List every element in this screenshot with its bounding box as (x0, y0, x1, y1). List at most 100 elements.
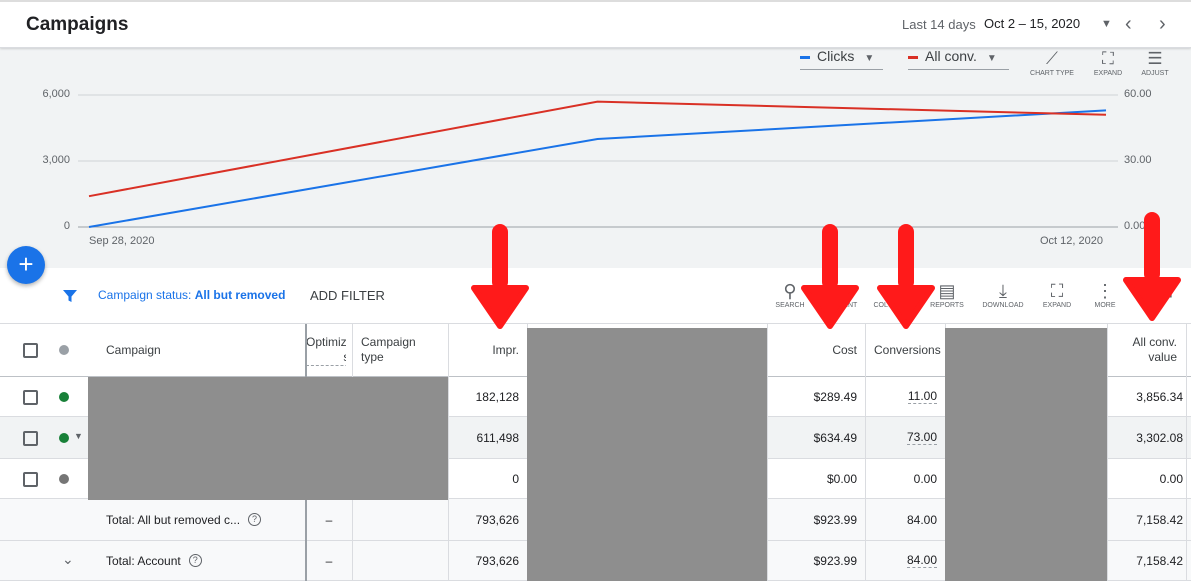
conversions-cell: 11.00 (866, 377, 945, 416)
cost-cell: $634.49 (813, 430, 857, 445)
reports-icon: ▤ (938, 281, 956, 301)
filter-label: Campaign status: (98, 288, 192, 302)
header-campaign[interactable]: Campaign (106, 342, 161, 357)
total-label-cell: Total: All but removed c...? (106, 499, 262, 540)
series-line-all-conv (88, 100, 1107, 198)
more-button[interactable]: ⋮ MORE (1080, 280, 1130, 309)
annotation-arrow-icon (801, 224, 859, 329)
download-icon: ⤓ (999, 281, 1007, 301)
clicks-swatch (800, 55, 810, 59)
expand-icon: ⛶ (1102, 49, 1114, 68)
chart-type-icon: ⟋ (1046, 49, 1058, 68)
chart-expand-label: EXPAND (1093, 70, 1123, 77)
right-tick-label: 60.00 (1124, 88, 1152, 100)
chart-adjust-label: ADJUST (1141, 70, 1169, 77)
row-checkbox[interactable] (23, 431, 38, 446)
x-tick-label: Sep 28, 2020 (89, 235, 155, 247)
header-cost[interactable]: Cost (832, 342, 857, 357)
conversions-value[interactable]: 84.00 (906, 553, 937, 568)
cost-cell: $0.00 (826, 471, 857, 486)
status-dropdown-icon[interactable]: ▼ (74, 431, 83, 441)
all-conv-swatch (908, 55, 918, 59)
all-conv-value-cell: 3,856.34 (1136, 389, 1183, 404)
chevron-down-icon: ▼ (986, 53, 997, 64)
impr-cell: 182,128 (475, 389, 519, 404)
expand-more-icon[interactable]: ⌄ (62, 551, 74, 567)
header-impr[interactable]: Impr. (492, 342, 519, 357)
date-range-value[interactable]: Oct 2 – 15, 2020 (984, 16, 1081, 31)
optimization-cell: – (325, 512, 333, 527)
help-icon[interactable]: ? (188, 554, 202, 567)
optimization-cell: – (325, 553, 333, 568)
enabled-status-icon[interactable] (59, 392, 69, 402)
total-label: Total: Account (106, 553, 181, 568)
conversions-cell: 73.00 (866, 417, 945, 458)
campaigns-table: Campaign Optimization score Campaign typ… (0, 324, 1191, 581)
filter-icon[interactable] (62, 288, 78, 304)
redacted-columns (945, 328, 1107, 581)
more-label: MORE (1094, 302, 1116, 309)
metric-selector-all-conv[interactable]: All conv. ▼ (908, 48, 1009, 70)
filter-toolbar: Campaign status: All but removed ADD FIL… (0, 268, 1191, 324)
cost-cell: $923.99 (813, 553, 857, 568)
enabled-status-icon[interactable] (59, 433, 69, 443)
conversions-value[interactable]: 73.00 (906, 430, 937, 445)
next-period-icon[interactable]: › (1159, 13, 1166, 35)
optimization-score-label: Optimization score (306, 335, 346, 366)
reports-label: REPORTS (930, 302, 964, 309)
expand-table-button[interactable]: ⛶ EXPAND (1032, 280, 1082, 309)
header-conversions[interactable]: Conversions (874, 342, 941, 357)
impr-cell: 0 (512, 471, 519, 486)
impr-cell: 611,498 (476, 430, 520, 445)
all-conv-value-cell: 3,302.08 (1136, 430, 1183, 445)
campaign-status-filter[interactable]: Campaign status: All but removed (98, 288, 285, 302)
performance-chart-area: Clicks ▼ All conv. ▼ ⟋ CHART TYPE ⛶ EXPAND… (0, 48, 1191, 268)
search-icon: ⚲ (783, 281, 797, 301)
redacted-columns (527, 328, 767, 581)
search-button[interactable]: ⚲ SEARCH (765, 280, 815, 309)
row-checkbox[interactable] (23, 472, 38, 487)
download-label: DOWNLOAD (982, 302, 1024, 309)
chart-adjust-button[interactable]: ☰ ADJUST (1129, 48, 1181, 77)
impr-cell: 793,626 (475, 512, 519, 527)
left-tick-label: 0 (63, 220, 70, 232)
header-optimization-score[interactable]: Optimization score (306, 324, 346, 376)
more-vert-icon: ⋮ (1096, 281, 1114, 301)
column-divider (448, 324, 449, 581)
header-campaign-type[interactable]: Campaign type (361, 335, 416, 364)
download-button[interactable]: ⤓ DOWNLOAD (978, 280, 1028, 309)
column-divider (865, 324, 866, 581)
metric1-label: Clicks (817, 48, 855, 64)
status-header-icon (59, 345, 69, 355)
row-checkbox[interactable] (23, 390, 38, 405)
select-all-checkbox[interactable] (23, 343, 38, 358)
reports-button[interactable]: ▤ REPORTS (922, 280, 972, 309)
chevron-down-icon: ▼ (864, 53, 875, 64)
header-all-conv-value[interactable]: All conv. value (1132, 335, 1177, 364)
column-divider (1107, 324, 1108, 581)
help-icon[interactable]: ? (248, 513, 262, 526)
conversions-value[interactable]: 11.00 (907, 389, 937, 404)
annotation-arrow-icon (877, 224, 935, 329)
conversions-cell: 84.00 (866, 541, 945, 580)
add-campaign-button[interactable]: + (7, 246, 45, 284)
chart-type-button[interactable]: ⟋ CHART TYPE (1026, 48, 1078, 77)
redacted-campaign-names (88, 377, 448, 500)
total-label-cell: Total: Account? (106, 541, 202, 580)
conversions-cell: 0.00 (913, 471, 937, 486)
date-range-label: Last 14 days (902, 17, 976, 32)
metric-selector-clicks[interactable]: Clicks ▼ (800, 48, 883, 70)
column-divider (1186, 324, 1187, 581)
filter-value: All but removed (194, 288, 286, 302)
chart-expand-button[interactable]: ⛶ EXPAND (1082, 48, 1134, 77)
add-filter-button[interactable]: ADD FILTER (310, 288, 385, 303)
date-dropdown-icon[interactable]: ▼ (1101, 18, 1112, 30)
paused-status-icon[interactable] (59, 474, 69, 484)
right-tick-label: 0.00 (1124, 220, 1146, 232)
top-bar: Campaigns Last 14 days Oct 2 – 15, 2020 … (0, 0, 1191, 48)
cost-cell: $289.49 (813, 389, 857, 404)
series-line-clicks (88, 109, 1107, 228)
search-label: SEARCH (775, 302, 805, 309)
chart-type-label: CHART TYPE (1030, 70, 1074, 77)
previous-period-icon[interactable]: ‹ (1125, 13, 1132, 35)
